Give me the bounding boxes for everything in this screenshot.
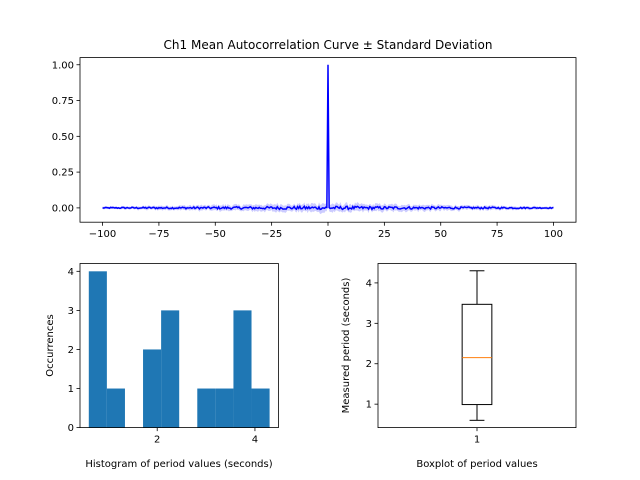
y-ticks: 1 2 3 4 (366, 278, 378, 411)
x-ticks: 1 (474, 427, 480, 446)
x-tick-label: −50 (205, 229, 226, 240)
x-tick-label: 100 (544, 229, 563, 240)
y-tick-label: 4 (68, 267, 74, 278)
y-ticks: 0 1 2 3 4 (68, 267, 80, 434)
boxplot-ylabel: Measured period (seconds) (341, 278, 352, 414)
mean-autocorrelation-line (102, 64, 554, 211)
autocorrelation-title: Ch1 Mean Autocorrelation Curve ± Standar… (164, 38, 493, 52)
plot-frame (79, 57, 577, 223)
y-tick-label: 0.25 (52, 168, 74, 179)
y-tick-label: 1 (68, 384, 74, 395)
y-tick-label: 2 (366, 359, 372, 370)
x-tick-label: −75 (148, 229, 169, 240)
y-tick-label: 3 (366, 319, 372, 330)
x-tick-label: 0 (325, 229, 331, 240)
histogram-bars (88, 271, 270, 428)
boxplot-panel: 1 1 2 3 4 Boxplot of period values Measured… (341, 263, 577, 470)
x-tick-label: 1 (474, 435, 480, 446)
histogram-bar (143, 349, 162, 428)
boxplot-xlabel: Boxplot of period values (416, 459, 537, 470)
x-ticks: −100 −75 −50 −25 0 25 50 75 100 (89, 222, 563, 240)
histogram-xlabel: Histogram of period values (seconds) (85, 459, 272, 470)
iqr-box (461, 303, 493, 406)
histogram-bar (251, 388, 270, 428)
x-tick-label: 25 (378, 229, 391, 240)
x-tick-label: 50 (434, 229, 447, 240)
y-tick-label: 4 (366, 278, 372, 289)
plot-frame (377, 263, 577, 429)
histogram-bar (88, 271, 107, 428)
y-ticks: 0.00 0.25 0.50 0.75 1.00 (52, 60, 80, 214)
x-tick-label: 2 (154, 435, 160, 446)
histogram-bar (106, 388, 125, 428)
y-tick-label: 0.50 (52, 132, 74, 143)
x-tick-label: 75 (491, 229, 504, 240)
y-tick-label: 3 (68, 306, 74, 317)
boxplot (461, 270, 493, 421)
histogram-bar (197, 388, 216, 428)
histogram-bar (233, 310, 252, 428)
y-tick-label: 1.00 (52, 60, 74, 71)
histogram-ylabel: Occurrences (45, 314, 56, 376)
x-tick-label: 4 (252, 435, 258, 446)
y-tick-label: 1 (366, 400, 372, 411)
histogram-bar (215, 388, 234, 428)
y-tick-label: 0.75 (52, 96, 74, 107)
y-tick-label: 2 (68, 345, 74, 356)
histogram-bar (161, 310, 180, 428)
y-tick-label: 0 (68, 423, 74, 434)
x-tick-label: −25 (261, 229, 282, 240)
y-tick-label: 0.00 (52, 203, 74, 214)
mean-curve (102, 64, 554, 211)
x-tick-label: −100 (89, 229, 116, 240)
plot-frame (79, 263, 279, 429)
autocorrelation-panel: Ch1 Mean Autocorrelation Curve ± Standar… (52, 38, 577, 240)
